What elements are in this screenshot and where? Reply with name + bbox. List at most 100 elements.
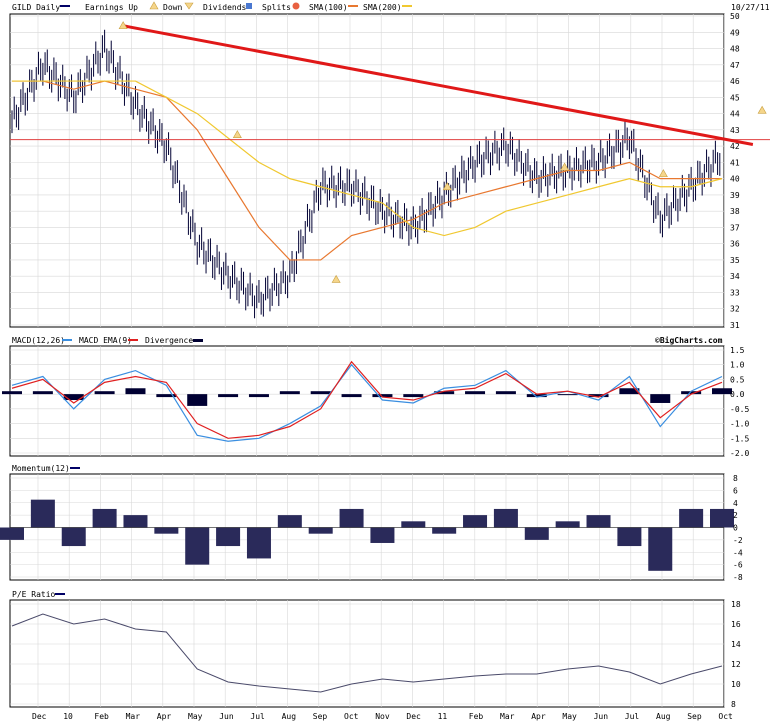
- price-tick-label: 50: [730, 12, 740, 21]
- x-tick-label: 10: [63, 712, 73, 721]
- momentum-legend: Momentum(12): [12, 464, 80, 473]
- splits-icon: [292, 2, 300, 10]
- x-tick-label: Nov: [375, 712, 390, 721]
- divergence-bar: [63, 394, 84, 401]
- momentum-bar: [463, 515, 488, 528]
- divergence-swatch: [193, 339, 203, 342]
- momentum-tick-label: -2: [733, 536, 743, 545]
- momentum-tick-label: 6: [733, 486, 738, 495]
- x-tick-label: Dec: [406, 712, 421, 721]
- momentum-bar: [586, 515, 611, 528]
- macd-legend: MACD(12,26) MACD EMA(9) Divergence ©BigC…: [12, 335, 723, 345]
- momentum-bar: [524, 527, 549, 540]
- divergence-bar: [588, 394, 609, 398]
- x-tick-label: Apr: [531, 712, 546, 721]
- price-tick-label: 46: [730, 77, 740, 86]
- x-tick-label: Dec: [32, 712, 47, 721]
- momentum-bar: [308, 527, 333, 534]
- momentum-bar: [617, 527, 642, 547]
- divergence-bar: [712, 388, 732, 395]
- earnings-marker: [757, 105, 767, 114]
- pe-swatch: [55, 593, 65, 595]
- earnings-marker: [442, 182, 452, 191]
- earnings-marker: [658, 169, 668, 178]
- momentum-bar: [123, 515, 148, 528]
- legend-earnings-up: Earnings Up: [85, 3, 138, 12]
- x-tick-label: Sep: [687, 712, 702, 721]
- momentum-bar: [61, 527, 86, 547]
- price-tick-label: 39: [730, 191, 740, 200]
- divergence-bar: [557, 394, 578, 396]
- momentum-panel: 8 6 4 2 0 -2 -4 -6 -8: [0, 473, 743, 582]
- price-tick-label: 45: [730, 93, 740, 102]
- x-tick-label: Feb: [94, 712, 109, 721]
- macd-line: [11, 363, 723, 442]
- price-tick-label: 31: [730, 321, 740, 330]
- price-tick-label: 49: [730, 28, 740, 37]
- divergence-bar: [156, 394, 177, 398]
- divergence-bar: [372, 394, 393, 398]
- momentum-tick-label: -6: [733, 561, 743, 570]
- bigcharts-watermark: ©BigCharts.com: [655, 335, 723, 345]
- macd-tick-label: -0.5: [730, 405, 749, 414]
- legend-sma200: SMA(200): [363, 3, 402, 12]
- momentum-tick-label: 4: [733, 499, 738, 508]
- macd-title: MACD(12,26): [12, 336, 65, 345]
- momentum-bar: [216, 527, 241, 547]
- signal-swatch: [128, 339, 138, 341]
- x-tick-label: Apr: [157, 712, 172, 721]
- macd-panel: 1.5 1.0 0.5 0.0 -0.5 -1.0 -1.5 -2.0: [2, 345, 749, 458]
- x-tick-label: May: [188, 712, 203, 721]
- sma200-swatch: [402, 5, 412, 7]
- legend-down: Down: [163, 3, 182, 12]
- price-tick-label: 34: [730, 272, 740, 281]
- sma200-line: [12, 80, 723, 237]
- price-tick-label: 41: [730, 158, 740, 167]
- macd-tick-label: -2.0: [730, 449, 749, 458]
- x-axis: Dec 10 Feb Mar Apr May Jun Jul Aug Sep Oct Nov Dec 11…: [32, 712, 733, 721]
- earnings-up-icon: [149, 1, 159, 10]
- earnings-down-icon: [184, 2, 194, 10]
- divergence-label: Divergence: [145, 336, 193, 345]
- x-tick-label: Jun: [594, 712, 609, 721]
- divergence-bar: [94, 391, 115, 395]
- sma100-swatch: [348, 5, 358, 7]
- divergence-bar: [526, 394, 547, 398]
- earnings-marker: [560, 162, 570, 171]
- earnings-marker: [232, 130, 242, 139]
- price-tick-label: 42: [730, 142, 740, 151]
- x-tick-label: Oct: [718, 712, 733, 721]
- divergence-bar: [650, 394, 671, 403]
- macd-tick-label: -1.5: [730, 434, 749, 443]
- trendline: [122, 24, 754, 146]
- x-tick-label: Jul: [250, 712, 265, 721]
- x-tick-label: Jul: [625, 712, 640, 721]
- pe-tick-label: 16: [731, 620, 741, 629]
- momentum-bar: [185, 527, 210, 565]
- price-tick-label: 48: [730, 45, 740, 54]
- divergence-bar: [403, 394, 424, 398]
- momentum-swatch: [70, 467, 80, 469]
- momentum-bar: [432, 527, 457, 534]
- momentum-bar: [710, 508, 734, 528]
- divergence-bar: [310, 391, 331, 395]
- pe-title: P/E Ratio: [12, 590, 56, 599]
- pe-tick-label: 12: [731, 660, 741, 669]
- pe-legend: P/E Ratio: [12, 590, 65, 599]
- chart-title: GILD Daily: [12, 3, 60, 12]
- divergence-bar: [495, 391, 516, 395]
- x-tick-label: 11: [438, 712, 448, 721]
- momentum-tick-label: 2: [733, 511, 738, 520]
- divergence-bar: [341, 394, 362, 398]
- x-tick-label: Aug: [656, 712, 671, 721]
- macd-tick-label: 1.0: [730, 361, 745, 370]
- macd-swatch: [62, 339, 72, 341]
- earnings-marker: [118, 21, 128, 30]
- price-tick-label: 47: [730, 61, 740, 70]
- x-tick-label: Sep: [313, 712, 328, 721]
- price-tick-label: 43: [730, 126, 740, 135]
- legend-splits: Splits: [262, 3, 291, 12]
- macd-tick-label: 0.5: [730, 375, 745, 384]
- divergence-bar: [465, 391, 486, 395]
